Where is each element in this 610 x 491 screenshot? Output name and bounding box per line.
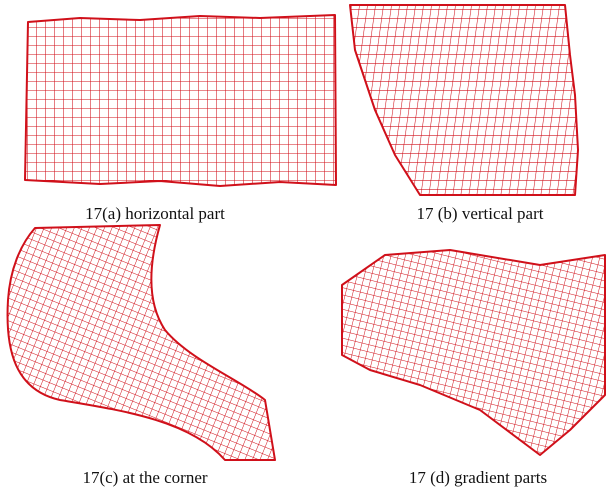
figure: 17(a) horizontal part 17 (b) vertical pa…: [0, 0, 610, 491]
panel-b: 17 (b) vertical part: [350, 5, 578, 223]
panel-d: 17 (d) gradient parts: [342, 250, 605, 487]
mesh-image: [350, 5, 578, 195]
caption: 17(a) horizontal part: [85, 204, 225, 223]
mesh-image: [342, 250, 605, 455]
panel-a: 17(a) horizontal part: [25, 15, 336, 223]
mesh-image: [8, 225, 275, 460]
mesh-image: [25, 15, 336, 186]
caption: 17 (b) vertical part: [417, 204, 544, 223]
panel-c: 17(c) at the corner: [8, 225, 275, 487]
caption: 17 (d) gradient parts: [409, 468, 547, 487]
caption: 17(c) at the corner: [82, 468, 207, 487]
